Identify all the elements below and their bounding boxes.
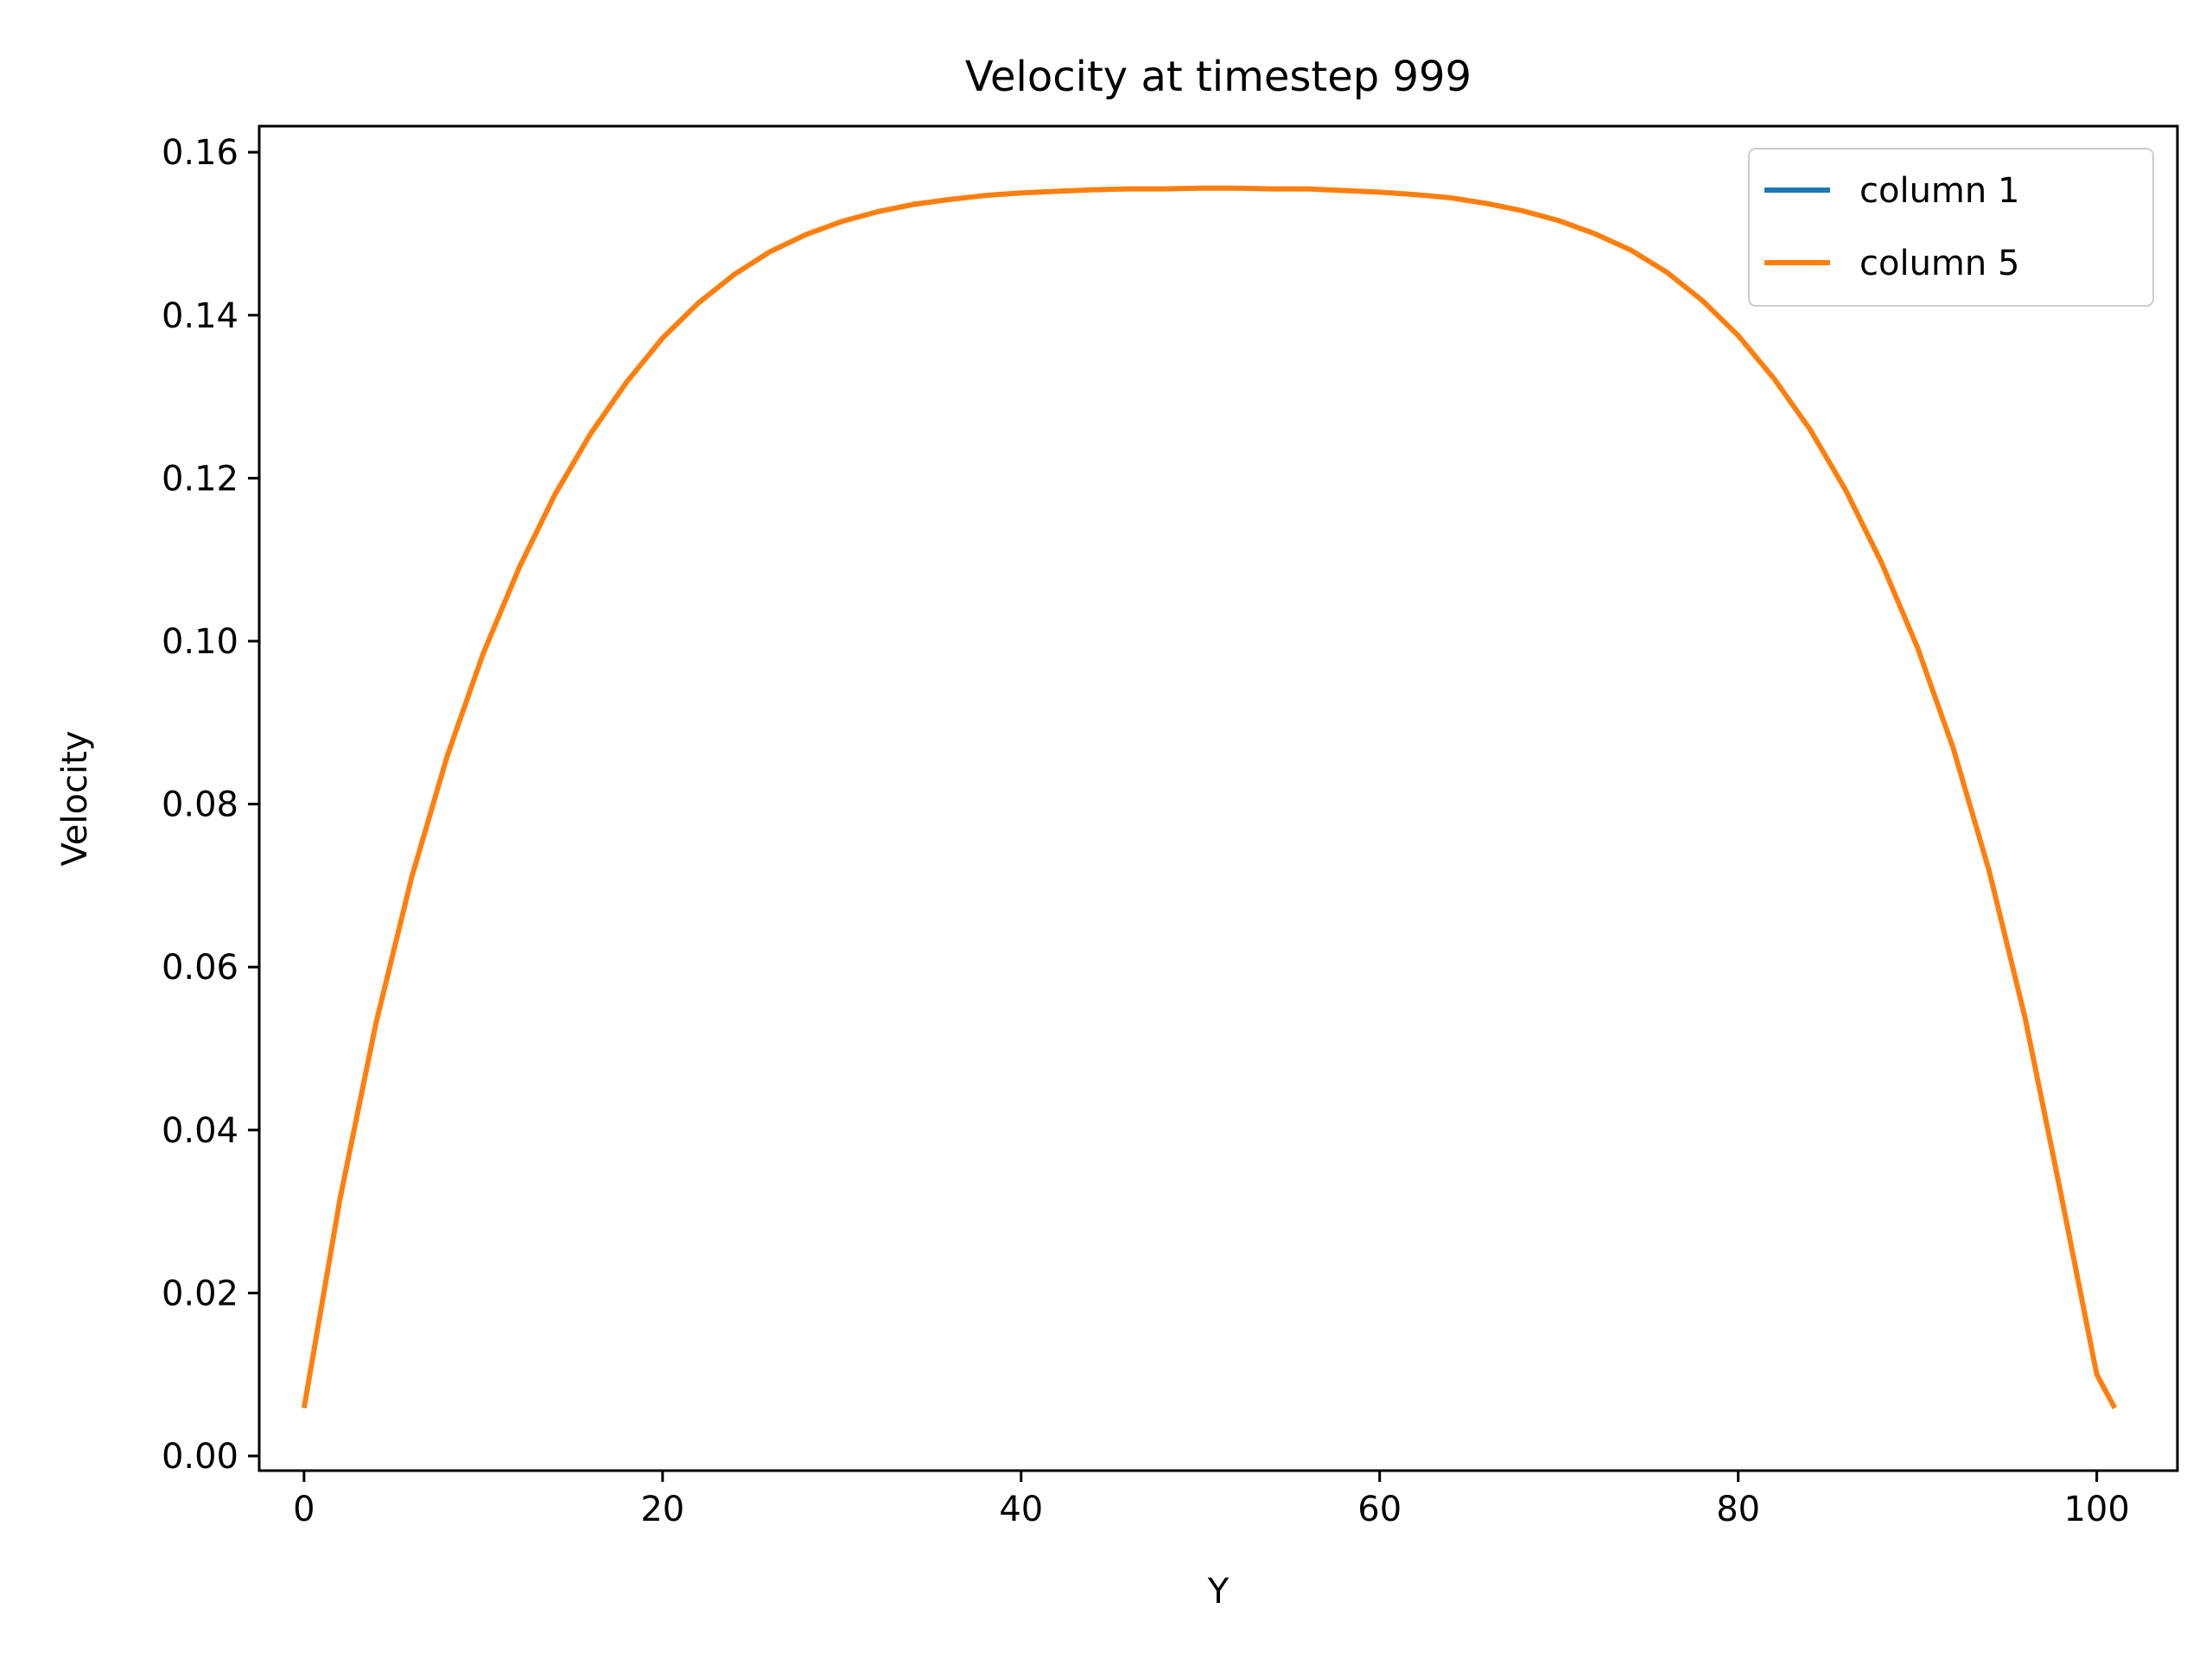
- y-tick-label: 0.00: [162, 1437, 238, 1477]
- legend-box: [1748, 148, 2154, 307]
- x-tick-label: 100: [2063, 1490, 2129, 1529]
- x-tick-label: 0: [293, 1490, 315, 1529]
- y-tick-label: 0.04: [162, 1111, 238, 1151]
- y-tick-label: 0.10: [162, 622, 238, 662]
- x-tick-label: 80: [1716, 1490, 1760, 1529]
- x-axis-ticks: 0 20 40 60 80 100: [293, 1471, 2130, 1529]
- chart-title: Velocity at timestep 999: [965, 53, 1471, 101]
- legend-label: column 5: [1859, 244, 2019, 283]
- y-tick-label: 0.02: [162, 1274, 238, 1313]
- y-tick-label: 0.06: [162, 948, 238, 988]
- series-line-column-5: [301, 185, 2118, 1409]
- plot-frame: [257, 124, 2179, 1472]
- x-axis-label: Y: [1207, 1572, 1230, 1611]
- legend-label: column 1: [1859, 171, 2019, 211]
- series-layer: [301, 185, 2118, 1409]
- x-tick-label: 20: [640, 1490, 684, 1529]
- y-axis-ticks: 0.00 0.02 0.04 0.06 0.08 0.10 0.12 0.14 0.16: [162, 133, 259, 1477]
- x-tick-label: 40: [999, 1490, 1043, 1529]
- y-axis-label: Velocity: [55, 731, 95, 867]
- y-tick-label: 0.14: [162, 296, 238, 336]
- x-tick-label: 60: [1357, 1490, 1402, 1529]
- y-tick-label: 0.16: [162, 133, 238, 173]
- legend: column 1 column 5: [1748, 148, 2154, 307]
- y-tick-label: 0.12: [162, 459, 238, 499]
- y-tick-label: 0.08: [162, 785, 238, 825]
